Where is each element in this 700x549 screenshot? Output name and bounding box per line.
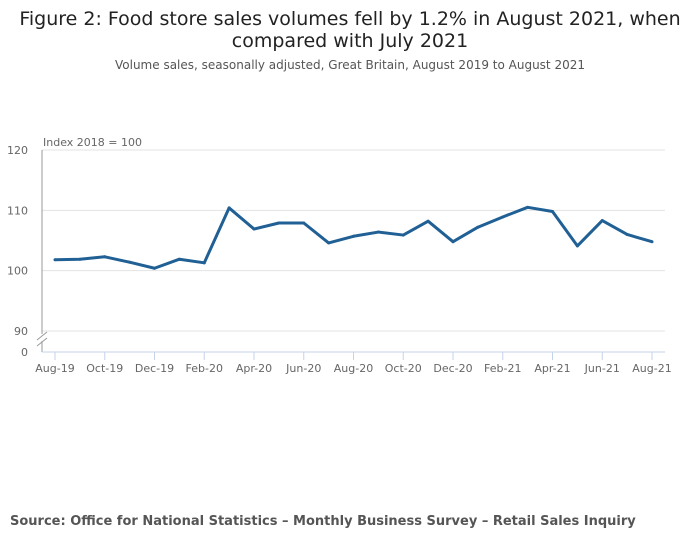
source-note: Source: Office for National Statistics –…	[10, 514, 636, 529]
y-tick-label: 90	[14, 325, 28, 338]
x-tick-label: Jun-20	[285, 362, 321, 375]
y-axis-label: Index 2018 = 100	[43, 136, 142, 149]
chart-subtitle: Volume sales, seasonally adjusted, Great…	[115, 58, 585, 72]
axis-break-mark	[36, 337, 48, 347]
series-line	[54, 205, 653, 270]
x-tick-label: Aug-20	[334, 362, 373, 375]
data-point	[78, 257, 82, 261]
x-tick-label: Dec-20	[433, 362, 472, 375]
y-tick-label: 120	[7, 144, 28, 157]
axis-break-mark	[36, 331, 48, 341]
x-tick-label: Apr-21	[534, 362, 570, 375]
data-point	[625, 232, 629, 236]
data-point	[575, 244, 579, 248]
data-point	[476, 225, 480, 229]
x-tick-label: Feb-21	[484, 362, 521, 375]
x-tick-label: Dec-19	[135, 362, 174, 375]
data-point	[177, 257, 181, 261]
data-point	[650, 240, 654, 244]
x-tick-label: Apr-20	[236, 362, 272, 375]
x-tick-label: Aug-19	[35, 362, 74, 375]
x-tick-label: Aug-21	[632, 362, 671, 375]
data-point	[451, 240, 455, 244]
data-point	[401, 233, 405, 237]
x-tick-label: Oct-19	[86, 362, 123, 375]
data-point	[252, 227, 256, 231]
data-point	[103, 255, 107, 259]
data-point	[376, 230, 380, 234]
data-point	[53, 258, 57, 262]
x-tick-label: Jun-21	[584, 362, 620, 375]
y-tick-label: 100	[7, 265, 28, 278]
data-point	[153, 266, 156, 270]
data-point	[551, 210, 554, 214]
data-point	[202, 261, 206, 265]
x-tick-label: Oct-20	[385, 362, 422, 375]
data-point	[128, 260, 132, 264]
data-point	[277, 221, 281, 225]
data-point	[526, 205, 530, 209]
data-point	[327, 241, 331, 245]
chart-title: Figure 2: Food store sales volumes fell …	[19, 8, 681, 52]
data-point	[501, 215, 505, 219]
y-tick-label: 0	[21, 346, 28, 359]
data-point	[600, 219, 604, 223]
data-point	[426, 219, 430, 223]
y-tick-label: 110	[7, 204, 28, 217]
data-point	[302, 221, 306, 225]
data-point	[352, 234, 355, 238]
data-point	[227, 206, 231, 210]
x-tick-label: Feb-20	[186, 362, 223, 375]
